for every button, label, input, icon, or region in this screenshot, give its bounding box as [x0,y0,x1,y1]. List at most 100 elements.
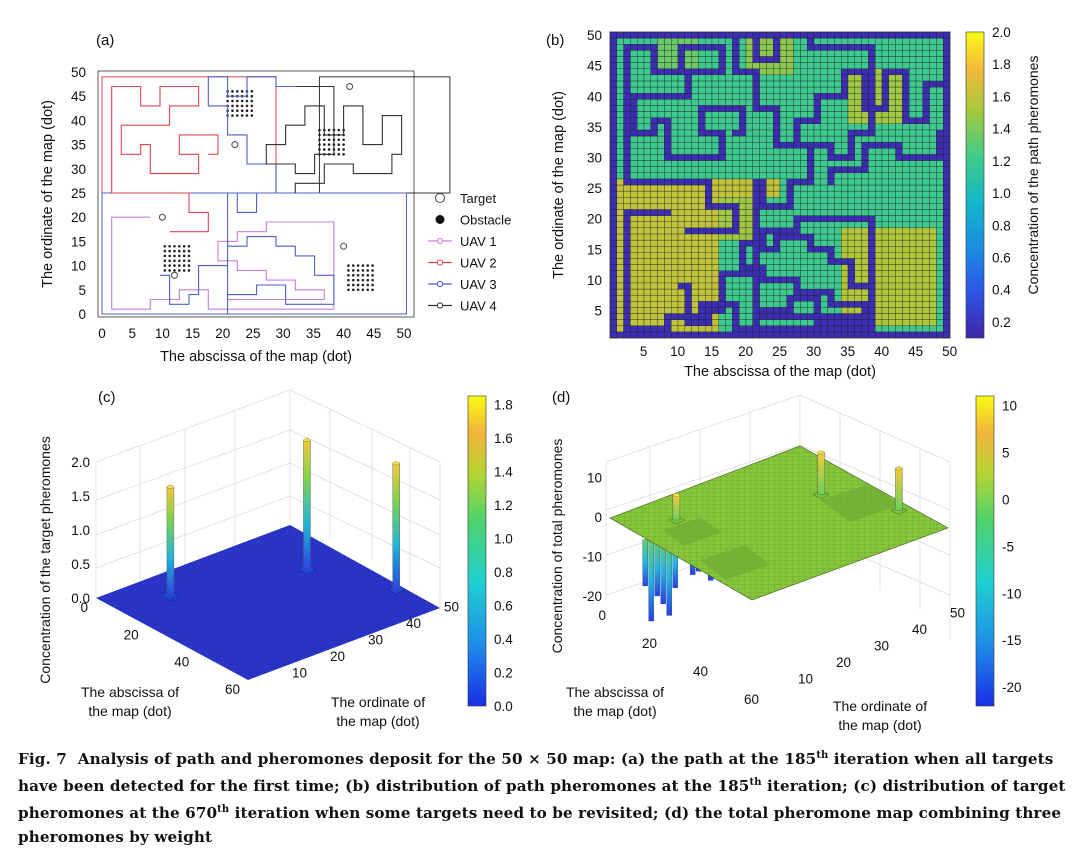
heatmap-cell [868,227,876,235]
heatmap-cell [786,86,794,94]
heatmap-cell [664,197,672,204]
heatmap-cell [881,80,889,88]
heatmap-cell [909,233,917,241]
heatmap-cell [861,294,869,302]
legend-target-marker [435,193,445,203]
heatmap-cell [691,80,699,88]
heatmap-cell [745,80,753,88]
x-tick-label: 5 [128,326,136,341]
obstacle-dot [187,269,191,272]
heatmap-cell [705,148,713,155]
heatmap-cell [752,313,760,320]
heatmap-cell [657,31,665,39]
heatmap-cell [841,135,849,143]
heatmap-cell [705,264,713,271]
heatmap-cell [854,154,862,161]
target-marker [170,271,179,279]
plot-a-frame [97,70,415,318]
heatmap-cell [847,93,855,100]
heatmap-cell [773,178,781,186]
heatmap-cell [637,184,645,192]
heatmap-cell [766,197,774,204]
heatmap-cell [766,258,774,265]
heatmap-cell [664,319,672,326]
caption-part-4: iteration when some targets need to be r… [18,804,1062,847]
heatmap-cell [909,44,917,51]
heatmap-cell [657,117,665,124]
heatmap-cell [705,172,713,180]
heatmap-cell [820,105,828,112]
heatmap-cell [834,111,842,118]
heatmap-cell [623,166,631,173]
heatmap-cell [847,301,855,308]
heatmap-cell [616,62,624,69]
heatmap-cell [711,154,719,161]
heatmap-cell [895,62,903,69]
heatmap-cell [684,166,692,173]
heatmap-cell [664,154,672,161]
heatmap-cell [827,313,835,320]
heatmap-cell [827,282,835,290]
heatmap-cell [616,276,624,284]
heatmap-cell [616,172,624,180]
heatmap-cell [671,111,679,118]
plot-a-xticks: 0 5 10 15 20 25 30 35 40 45 50 [98,326,411,341]
heatmap-cell [698,166,706,173]
heatmap-cell [807,313,815,320]
heatmap-cell [650,172,658,180]
plot-d-surface-mesh [610,446,948,600]
heatmap-cell [807,319,815,326]
heatmap-cell [895,264,903,271]
heatmap-cell [895,99,903,106]
heatmap-cell [725,44,733,51]
heatmap-cell [766,50,774,57]
heatmap-cell [854,319,862,326]
heatmap-cell [725,215,733,222]
heatmap-cell [929,105,937,112]
heatmap-cell [711,50,719,57]
heatmap-cell [847,111,855,118]
heatmap-cell [725,37,733,45]
legend-item-label: UAV 3 [460,277,497,292]
heatmap-cell [847,246,855,253]
heatmap-cell [943,307,951,314]
heatmap-cell [616,221,624,229]
x-tick-label: 30 [806,344,821,359]
heatmap-cell [643,190,651,198]
heatmap-cell [800,282,808,290]
heatmap-cell [616,294,624,302]
heatmap-cell [616,154,624,161]
heatmap-cell [711,215,719,222]
heatmap-cell [922,246,930,253]
heatmap-cell [677,80,685,88]
colorbar-tick-label: 1.2 [494,498,513,513]
heatmap-cell [902,264,910,271]
heatmap-cell [691,86,699,94]
heatmap-cell [684,258,692,265]
heatmap-cell [847,74,855,82]
heatmap-cell [664,74,672,82]
heatmap-cell [895,282,903,290]
heatmap-cell [609,215,617,222]
heatmap-cell [915,111,923,118]
obstacle-dot [361,273,365,277]
heatmap-cell [711,325,719,333]
heatmap-cell [868,80,876,88]
heatmap-cell [637,178,645,186]
heatmap-cell [691,319,699,326]
heatmap-cell [766,160,774,167]
heatmap-cell [786,117,794,124]
heatmap-cell [813,184,821,192]
heatmap-cell [773,129,781,137]
heatmap-cell [793,288,801,296]
heatmap-cell [909,154,917,161]
heatmap-cell [786,307,794,314]
heatmap-cell [786,135,794,143]
heatmap-cell [875,252,883,259]
heatmap-cell [745,239,753,247]
heatmap-cell [820,166,828,173]
heatmap-cell [698,68,706,76]
heatmap-cell [827,233,835,241]
heatmap-cell [623,233,631,241]
heatmap-cell [664,239,672,247]
